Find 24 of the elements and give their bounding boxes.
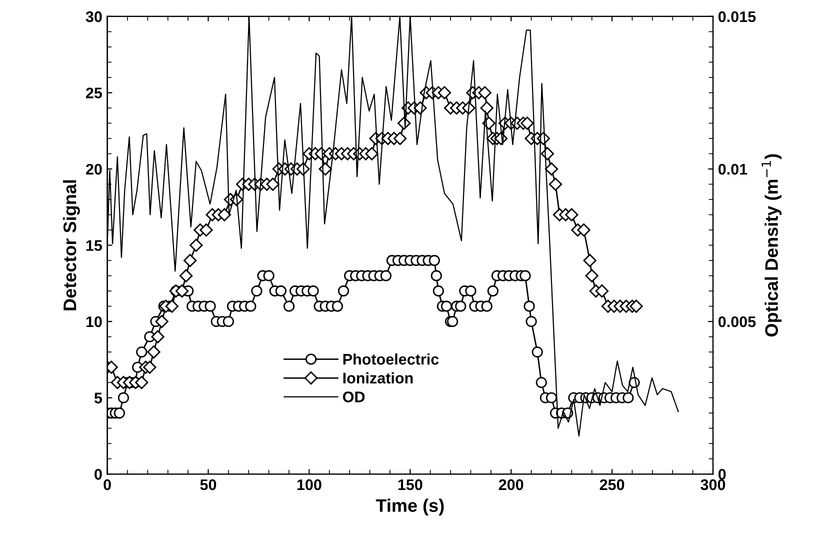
y-axis-title: Detector Signal: [62, 180, 80, 310]
x-axis-title: Time (s): [376, 498, 444, 516]
x-tick-label: 50: [200, 479, 216, 490]
y2-tick-label: 0.005: [718, 316, 756, 328]
y2-tick-label: 0: [718, 468, 726, 480]
legend-label: Photoelectric: [343, 353, 439, 365]
y2-tick-label: 0.01: [718, 164, 748, 175]
y-tick-label: 5: [94, 392, 102, 404]
y-tick-label: 25: [86, 88, 102, 98]
x-tick-label: 250: [600, 479, 624, 490]
y-tick-label: 15: [86, 240, 102, 251]
y-tick-label: 10: [86, 316, 102, 328]
y-tick-label: 0: [94, 468, 102, 480]
x-tick-label: 100: [297, 479, 322, 490]
y2-tick-label: 0.015: [718, 11, 756, 22]
x-tick-label: 300: [700, 479, 726, 490]
y-tick-label: 30: [86, 11, 102, 22]
y2-axis-title: Optical Density (m$^{−1}$): [762, 154, 782, 336]
x-tick-label: 150: [398, 479, 422, 490]
x-tick-label: 0: [104, 479, 111, 490]
y-tick-label: 20: [86, 164, 102, 175]
legend-label: OD: [342, 392, 365, 402]
x-tick-label: 200: [498, 479, 524, 490]
legend-label: Ionization: [343, 372, 413, 384]
